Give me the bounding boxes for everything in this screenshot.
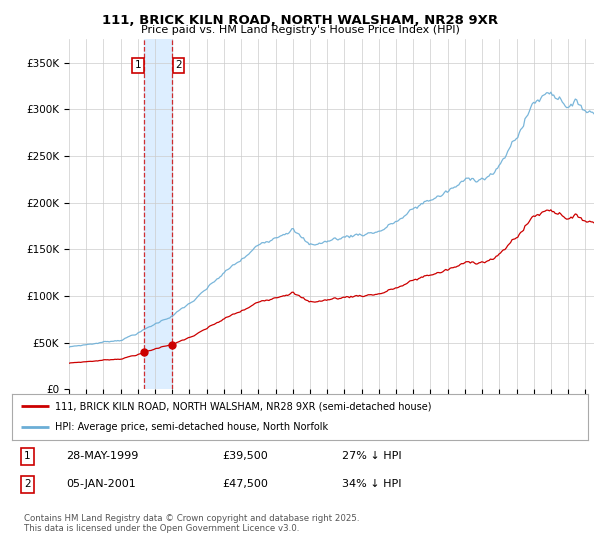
Text: 2: 2 xyxy=(24,479,31,489)
Text: 27% ↓ HPI: 27% ↓ HPI xyxy=(342,451,401,461)
Text: 111, BRICK KILN ROAD, NORTH WALSHAM, NR28 9XR: 111, BRICK KILN ROAD, NORTH WALSHAM, NR2… xyxy=(102,14,498,27)
Text: 28-MAY-1999: 28-MAY-1999 xyxy=(66,451,139,461)
Text: 1: 1 xyxy=(24,451,31,461)
Text: 05-JAN-2001: 05-JAN-2001 xyxy=(66,479,136,489)
Text: 111, BRICK KILN ROAD, NORTH WALSHAM, NR28 9XR (semi-detached house): 111, BRICK KILN ROAD, NORTH WALSHAM, NR2… xyxy=(55,401,432,411)
Text: HPI: Average price, semi-detached house, North Norfolk: HPI: Average price, semi-detached house,… xyxy=(55,422,328,432)
Text: 2: 2 xyxy=(175,60,182,71)
Text: 1: 1 xyxy=(135,60,142,71)
Text: Price paid vs. HM Land Registry's House Price Index (HPI): Price paid vs. HM Land Registry's House … xyxy=(140,25,460,35)
Text: 34% ↓ HPI: 34% ↓ HPI xyxy=(342,479,401,489)
Bar xyxy=(145,39,172,389)
Text: £39,500: £39,500 xyxy=(222,451,268,461)
Text: £47,500: £47,500 xyxy=(222,479,268,489)
Text: Contains HM Land Registry data © Crown copyright and database right 2025.
This d: Contains HM Land Registry data © Crown c… xyxy=(24,514,359,534)
